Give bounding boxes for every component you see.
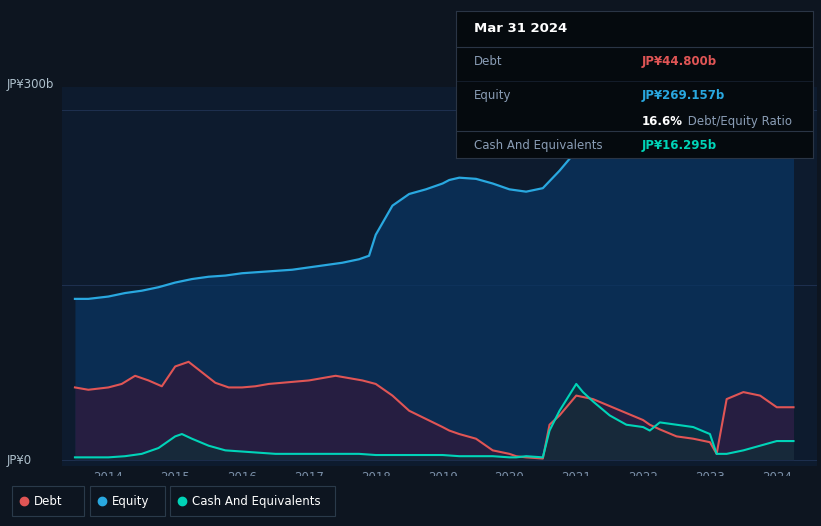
Text: Equity: Equity [474,88,511,102]
Bar [90,485,165,517]
Text: JP¥269.157b: JP¥269.157b [641,88,725,102]
Text: JP¥0: JP¥0 [7,454,32,467]
Text: Debt: Debt [34,494,62,508]
Text: Equity: Equity [112,494,149,508]
Text: Debt: Debt [474,55,502,68]
Text: JP¥44.800b: JP¥44.800b [641,55,717,68]
Text: 16.6%: 16.6% [641,115,682,128]
Text: Cash And Equivalents: Cash And Equivalents [474,139,602,151]
Bar [12,485,84,517]
Bar [170,485,335,517]
Text: Mar 31 2024: Mar 31 2024 [474,22,566,35]
Text: Debt/Equity Ratio: Debt/Equity Ratio [684,115,792,128]
Text: JP¥300b: JP¥300b [7,78,54,90]
Text: JP¥16.295b: JP¥16.295b [641,139,717,151]
Text: Cash And Equivalents: Cash And Equivalents [192,494,321,508]
